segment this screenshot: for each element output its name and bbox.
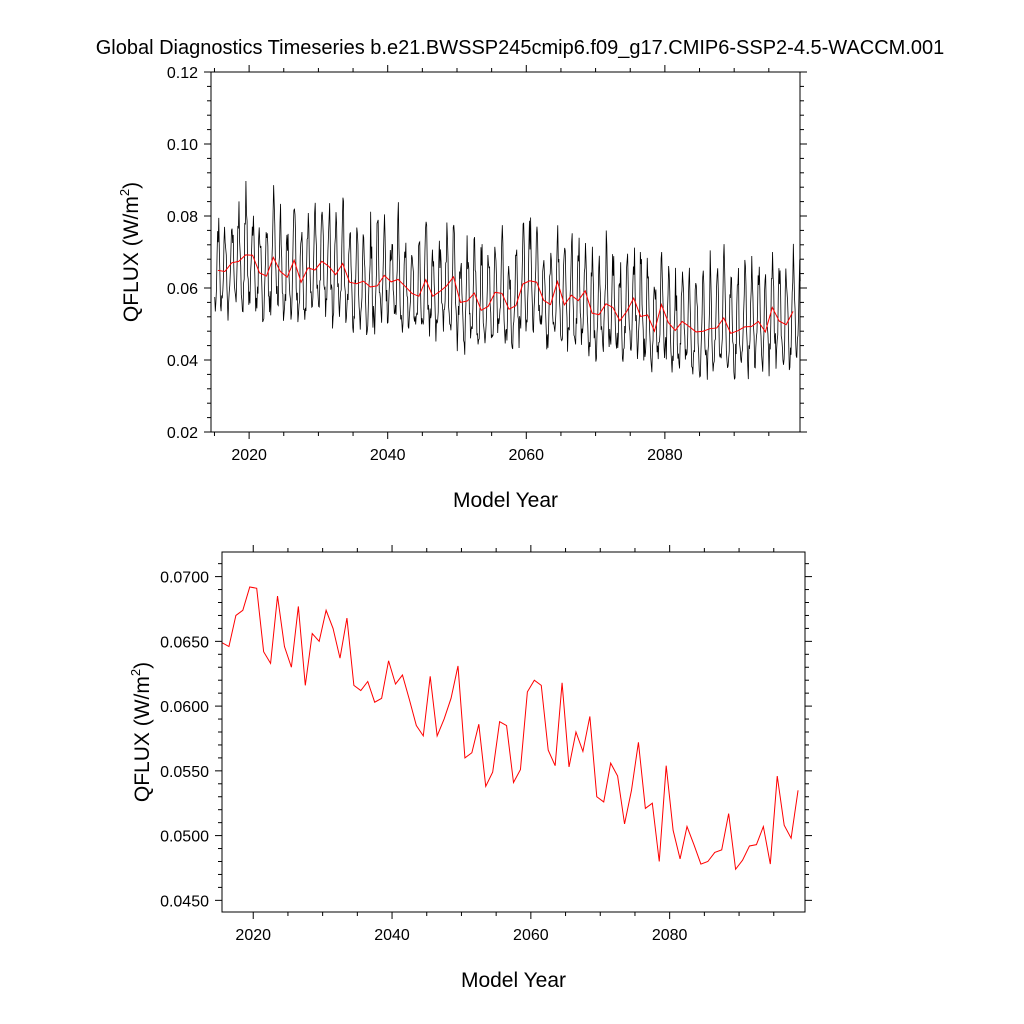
bottom-x-ticks: 2020 2040 2060 2080 (235, 545, 775, 944)
x-tick-label: 2020 (235, 927, 271, 944)
top-y-axis-label-sup: 2 (117, 189, 132, 196)
top-y-ticks: 0.02 0.04 0.06 0.08 0.10 0.12 (167, 65, 807, 442)
monthly-series-line (214, 180, 801, 380)
x-tick-label: 2020 (231, 447, 267, 464)
x-tick-label: 2060 (513, 927, 549, 944)
y-tick-label: 0.0700 (160, 570, 209, 587)
top-y-axis-label-close: ) (120, 182, 143, 189)
top-plot-frame (210, 71, 801, 433)
y-tick-label: 0.02 (167, 425, 198, 442)
bottom-y-axis-label-main: QFLUX (W/m (131, 676, 154, 802)
y-tick-label: 0.0450 (160, 893, 209, 910)
y-tick-label: 0.06 (167, 281, 198, 298)
bottom-panel: 2020 2040 2060 2080 0.0450 0.0500 0.0550 0.060… (128, 545, 812, 992)
x-tick-label: 2080 (652, 927, 688, 944)
top-series-annual (217, 254, 794, 334)
top-panel: 2020 2040 2060 2080 0.02 0.04 0.06 0.08 0.10 0.1… (117, 65, 807, 512)
y-tick-label: 0.12 (167, 65, 198, 82)
y-tick-label: 0.0550 (160, 764, 209, 781)
y-tick-label: 0.0650 (160, 634, 209, 651)
top-x-ticks: 2020 2040 2060 2080 (213, 65, 770, 464)
bottom-plot-frame (221, 551, 806, 913)
bottom-y-axis-label-sup: 2 (128, 669, 143, 676)
x-tick-label: 2040 (370, 447, 406, 464)
y-tick-label: 0.10 (167, 137, 198, 154)
x-tick-label: 2080 (647, 447, 683, 464)
top-series-monthly (214, 180, 801, 380)
top-x-axis-label: Model Year (453, 489, 558, 512)
bottom-x-axis-label: Model Year (461, 969, 566, 992)
y-tick-label: 0.0500 (160, 829, 209, 846)
y-tick-label: 0.0600 (160, 699, 209, 716)
bottom-y-axis-label: QFLUX (W/m2) (128, 662, 154, 802)
bottom-y-ticks: 0.0450 0.0500 0.0550 0.0600 0.0650 0.0700 (160, 563, 812, 910)
annual-mean-line-top (217, 254, 794, 334)
x-tick-label: 2040 (374, 927, 410, 944)
bottom-y-axis-label-close: ) (131, 662, 154, 669)
figure-title: Global Diagnostics Timeseries b.e21.BWSS… (96, 37, 945, 59)
top-y-axis-label-main: QFLUX (W/m (120, 196, 143, 322)
bottom-series-annual (221, 586, 799, 871)
annual-mean-line-bottom (221, 586, 799, 871)
x-tick-label: 2060 (508, 447, 544, 464)
y-tick-label: 0.04 (167, 353, 198, 370)
y-tick-label: 0.08 (167, 209, 198, 226)
top-y-axis-label: QFLUX (W/m2) (117, 182, 143, 322)
